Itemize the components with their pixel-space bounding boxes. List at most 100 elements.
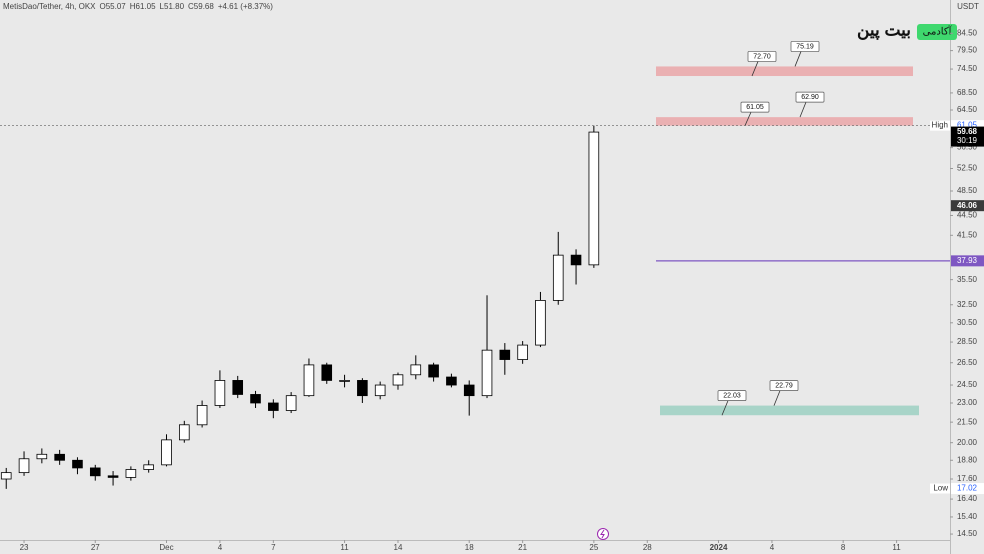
candle-body [392,374,404,386]
callout-label: 72.70 [753,53,771,60]
candle-body [552,254,564,301]
candle-body [107,475,119,478]
price-label-box [951,200,984,212]
candle-body [428,364,439,378]
callout-label: 75.19 [796,43,814,50]
candle-body [481,349,493,397]
y-tick-label: 16.40 [957,494,978,503]
hline-axis-label: 37.93 [957,256,978,265]
x-tick-label: Dec [159,543,173,552]
candle-body [54,453,65,461]
callout-box [769,380,799,391]
x-tick-label: 11 [340,543,349,552]
hline-axis-box [951,255,984,267]
logo-badge-text: آکادمی [923,25,953,38]
y-tick-label: 64.50 [957,105,978,114]
price-label-tag [930,483,950,494]
candle-body [179,424,190,441]
candle-body [303,364,315,397]
candle-body [89,467,101,477]
price-label-tag [930,120,950,131]
callout-box [740,101,770,113]
candle-body [196,405,208,426]
candle-body [535,300,546,346]
candle-body [232,380,244,395]
header-item: +4.61 (+8.37%) [218,2,273,11]
candle-body [285,395,297,411]
x-tick-label: 28 [643,543,652,552]
candle-body [570,254,582,266]
header: MetisDao/Tether, 4h, OKX O55.07 H61.05 L51.… [3,2,273,11]
callout-box [717,390,747,401]
candle-body [161,439,172,466]
y-tick-label: 17.60 [957,474,978,483]
candle-body [125,469,137,478]
candle-body [18,458,30,474]
x-tick-label: 7 [271,543,276,552]
y-tick-label: 74.50 [957,64,978,73]
x-tick-label: 4 [770,543,775,552]
callout-box [795,91,825,103]
price-label-box [951,126,984,147]
zone [656,66,913,77]
price-label-box [951,483,984,495]
candle-body [339,380,350,382]
y-tick-label: 52.50 [957,164,978,173]
price-label-text: High [932,121,948,130]
candle-body [72,459,83,469]
price-label-box [951,120,984,132]
candle-body [374,384,386,397]
x-tick-label: 25 [589,543,598,552]
y-tick-label: 68.50 [957,88,978,97]
x-tick-label: 2024 [710,543,728,552]
header-item: MetisDao/Tether, 4h, OKX [3,2,96,11]
logo-text: بیت پین [857,20,911,40]
callout-pointer [744,111,752,126]
header-item: C59.68 [188,2,214,11]
zone [660,405,919,416]
candle-body [410,364,422,376]
candle-body [321,364,333,381]
candle-body [588,131,600,266]
logo: بیت پین آکادمی [857,20,957,40]
header-item: O55.07 [100,2,127,11]
x-tick-label: 21 [518,543,527,552]
x-tick-label: 11 [892,543,901,552]
candle-body [214,380,226,406]
callout-box [790,41,820,52]
y-tick-label: 32.50 [957,300,978,309]
y-tick-label: 79.50 [957,46,978,55]
callout-label: 22.79 [775,382,793,389]
candle-body [36,453,48,460]
candle-body [499,349,511,360]
y-tick-label: 41.50 [957,230,978,239]
header-item: H61.05 [130,2,156,11]
y-tick-label: 14.50 [957,529,978,538]
x-tick-label: 8 [841,543,846,552]
logo-badge [917,24,957,40]
y-tick-label: 18.80 [957,455,978,464]
x-tick-label: 23 [20,543,29,552]
y-tick-label: 56.50 [957,143,978,152]
callout-label: 62.90 [801,94,819,101]
icon-bolt [600,529,605,539]
y-tick-label: 44.50 [957,211,978,220]
y-tick-label: 24.50 [957,380,978,389]
price-label-value: 61.05 [957,121,978,130]
candle-body [268,402,279,411]
x-tick-label: 14 [394,543,403,552]
y-tick-label: 48.50 [957,186,978,195]
candle-body [517,344,528,360]
y-tick-label: 23.00 [957,398,978,407]
y-tick-label: 15.40 [957,512,978,521]
replay-icon[interactable] [597,528,609,540]
callout-label: 22.03 [723,392,741,399]
price-label-value: 17.02 [957,484,978,493]
header-item: L51.80 [160,2,185,11]
callout-box [747,51,777,62]
y-tick-label: 26.50 [957,358,978,367]
callout-pointer [721,400,729,416]
candle-body [0,472,12,480]
